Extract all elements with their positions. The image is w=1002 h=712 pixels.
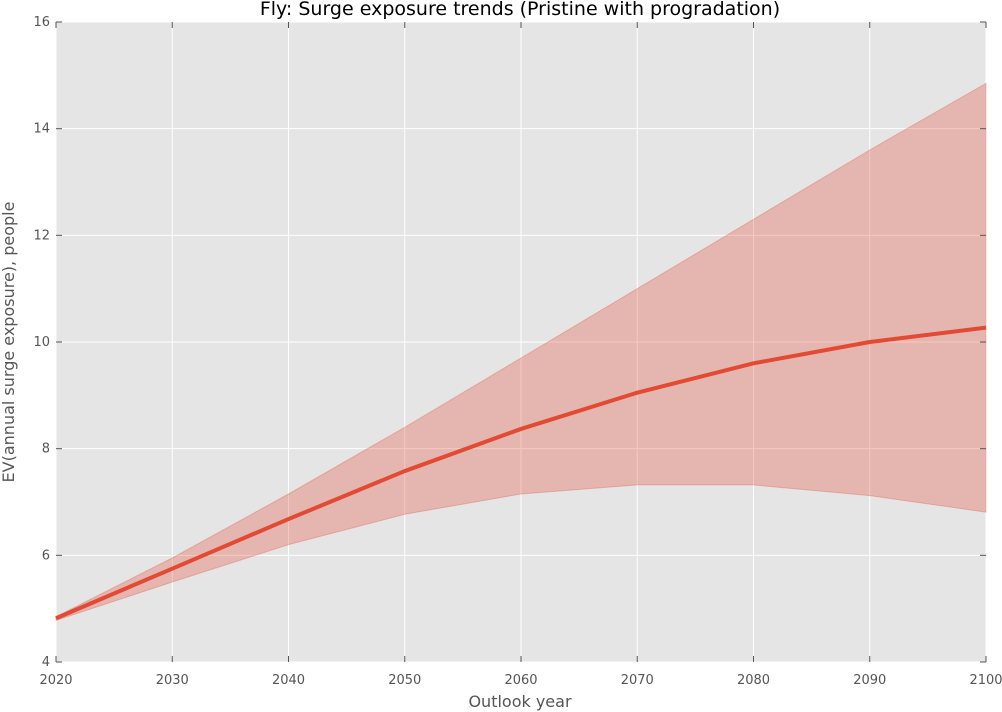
y-tick-label-2: 8: [42, 442, 50, 457]
x-axis-ticks: 2020 2030 2040 2050 2060 2070 2080 2090 2100: [39, 22, 1002, 688]
x-tick-label-3: 2050: [388, 673, 421, 688]
x-tick-label-7: 2090: [853, 673, 886, 688]
x-tick-label-5: 2070: [621, 673, 654, 688]
x-tick-label-4: 2060: [504, 673, 537, 688]
y-tick-label-3: 10: [33, 335, 50, 350]
x-axis-label: Outlook year: [468, 692, 572, 711]
y-tick-label-0: 4: [42, 655, 50, 670]
series-line: [55, 325, 987, 621]
y-tick-label-6: 16: [33, 15, 50, 30]
y-tick-label-1: 6: [42, 548, 50, 563]
y-tick-label-5: 14: [33, 122, 50, 137]
chart-title: Fly: Surge exposure trends (Pristine wit…: [260, 0, 780, 20]
y-axis-ticks: 4 6 8 10 12 14 16: [33, 15, 986, 670]
uncertainty-band: [55, 82, 987, 622]
x-tick-label-0: 2020: [39, 673, 72, 688]
y-axis-label: EV(annual surge exposure), people: [0, 202, 18, 483]
y-tick-label-4: 12: [33, 228, 50, 243]
x-tick-label-2: 2040: [272, 673, 305, 688]
x-tick-label-6: 2080: [737, 673, 770, 688]
x-tick-label-1: 2030: [156, 673, 189, 688]
x-tick-label-8: 2100: [969, 673, 1002, 688]
